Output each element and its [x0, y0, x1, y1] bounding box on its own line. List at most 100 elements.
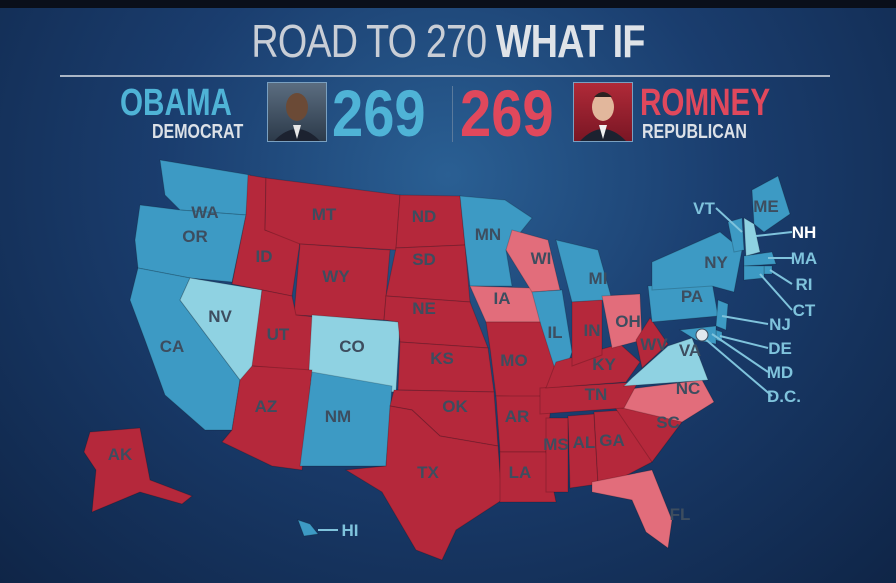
state-label: KY	[592, 355, 616, 374]
state-ct[interactable]	[743, 265, 765, 281]
state-tn[interactable]	[539, 381, 639, 415]
state-ky[interactable]	[545, 343, 641, 389]
state-label: OR	[182, 227, 208, 246]
state-label: LA	[509, 463, 532, 482]
state-fl[interactable]	[591, 469, 673, 549]
state-label: WA	[191, 203, 218, 222]
state-label: MD	[767, 363, 793, 382]
state-label: NY	[704, 253, 728, 272]
state-wi[interactable]	[505, 229, 561, 293]
state-label: NV	[208, 307, 232, 326]
state-label: IA	[494, 289, 511, 308]
state-label: CO	[339, 337, 365, 356]
state-ms[interactable]	[545, 417, 569, 493]
state-label: TX	[417, 463, 439, 482]
state-label: SC	[656, 413, 680, 432]
state-label: NH	[792, 223, 817, 242]
portrait-icon	[274, 93, 320, 141]
title-light: ROAD TO 270	[251, 15, 487, 67]
state-label: MS	[543, 435, 569, 454]
state-label: CT	[793, 301, 816, 320]
state-label: MA	[791, 249, 817, 268]
state-tx[interactable]	[344, 405, 503, 561]
callout-line	[769, 269, 793, 285]
republican-name: ROMNEY	[640, 82, 771, 124]
state-label: MO	[500, 351, 527, 370]
state-mn[interactable]	[459, 195, 533, 287]
callout-line	[755, 231, 793, 237]
state-hi[interactable]	[297, 519, 319, 537]
state-nh[interactable]	[743, 217, 761, 257]
state-label: GA	[599, 431, 625, 450]
state-vt[interactable]	[727, 217, 745, 253]
state-label: VA	[679, 341, 701, 360]
state-label: D.C.	[767, 387, 801, 406]
state-label: WI	[531, 249, 552, 268]
page-title: ROAD TO 270 WHAT IF	[81, 14, 816, 68]
state-in[interactable]	[571, 299, 603, 367]
state-or[interactable]	[134, 204, 247, 283]
state-ne[interactable]	[383, 295, 489, 349]
callout-line	[715, 207, 743, 233]
state-ak[interactable]	[83, 427, 193, 513]
state-label: MI	[589, 269, 608, 288]
callout-line	[711, 333, 769, 373]
state-label: AR	[505, 407, 530, 426]
state-label: TN	[585, 385, 608, 404]
state-label: IL	[547, 323, 562, 342]
state-label: OK	[442, 397, 468, 416]
state-me[interactable]	[751, 175, 791, 233]
state-label: HI	[342, 521, 359, 540]
state-label: KS	[430, 349, 454, 368]
title-divider	[60, 75, 830, 77]
democrat-party: DEMOCRAT	[152, 121, 244, 143]
state-label: PA	[681, 287, 703, 306]
state-label: MN	[475, 225, 501, 244]
romney-photo	[573, 82, 633, 142]
state-label: DE	[768, 339, 792, 358]
callout-line	[759, 273, 793, 311]
state-label: WV	[640, 335, 668, 354]
top-bar	[0, 0, 896, 8]
state-nj[interactable]	[715, 299, 729, 331]
state-label: AZ	[255, 397, 278, 416]
state-label: ME	[753, 197, 779, 216]
state-label: ID	[256, 247, 273, 266]
state-label: CA	[160, 337, 185, 356]
state-label: MT	[312, 205, 337, 224]
callout-line	[719, 335, 769, 349]
state-ny[interactable]	[651, 231, 743, 293]
state-label: UT	[267, 325, 290, 344]
state-label: NC	[676, 379, 701, 398]
state-label: AL	[573, 433, 596, 452]
state-la[interactable]	[499, 451, 557, 503]
state-mt[interactable]	[264, 177, 401, 251]
portrait-icon	[580, 92, 626, 141]
state-label: AK	[108, 445, 133, 464]
republican-party: REPUBLICAN	[642, 121, 747, 143]
state-va[interactable]	[622, 337, 709, 387]
state-label: SD	[412, 250, 436, 269]
callout-line	[721, 315, 769, 325]
state-label: ND	[412, 207, 437, 226]
score-divider	[452, 86, 453, 142]
state-label: NJ	[769, 315, 791, 334]
democrat-name: OBAMA	[120, 82, 232, 124]
state-wv[interactable]	[635, 317, 669, 369]
state-label: OH	[615, 312, 641, 331]
state-label: IN	[584, 321, 601, 340]
state-ma[interactable]	[743, 251, 777, 267]
democrat-votes: 269	[332, 76, 426, 150]
state-label: WY	[322, 267, 350, 286]
state-label: VT	[693, 199, 715, 218]
state-label: NM	[325, 407, 351, 426]
state-label: FL	[670, 505, 691, 524]
title-bold: WHAT IF	[495, 15, 645, 67]
capital-star-icon	[695, 328, 709, 342]
callout-line	[703, 337, 773, 397]
obama-photo	[267, 82, 327, 142]
state-label: NE	[412, 299, 436, 318]
state-label: RI	[796, 275, 813, 294]
republican-votes: 269	[460, 76, 554, 150]
